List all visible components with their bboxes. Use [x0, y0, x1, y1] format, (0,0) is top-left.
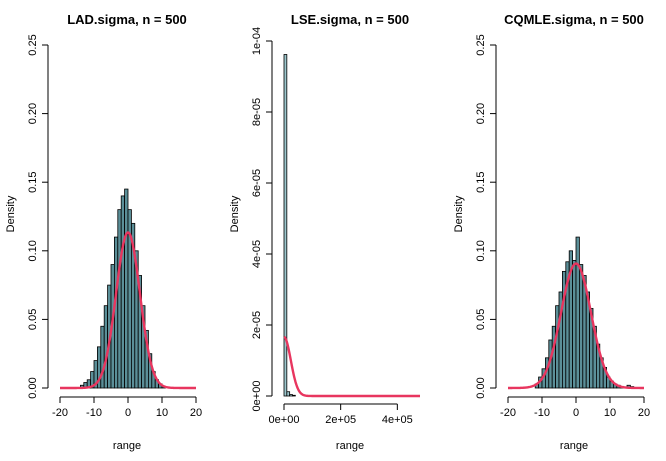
x-tick-label: -10 [534, 407, 550, 419]
x-tick-label: 10 [604, 407, 616, 419]
y-tick-label: 2e-05 [251, 311, 263, 339]
histogram-bar [555, 305, 560, 389]
x-tick-label: 4e+05 [382, 414, 413, 426]
histogram-bar [124, 188, 129, 389]
histogram-bar [292, 394, 296, 397]
panel-cqmle: CQMLE.sigma, n = 500 -20 -10 0 10 20 0.00 0.05… [453, 12, 650, 452]
title-lse: LSE.sigma, n = 500 [291, 12, 409, 27]
panel-lad: LAD.sigma, n = 500 -20 -10 0 10 20 0.00 0.05 0.… [5, 12, 202, 452]
y-tick-label: 0.20 [27, 103, 39, 124]
x-tick-label: -20 [500, 407, 516, 419]
y-tick-label: 8e-05 [251, 98, 263, 126]
histogram-bar [100, 325, 105, 389]
density-curve [508, 262, 644, 390]
y-tick-label: 0.15 [27, 171, 39, 192]
ylabel-lse: Density [229, 195, 241, 232]
x-tick-label: 10 [156, 407, 168, 419]
panel-lse: LSE.sigma, n = 500 0e+00 2e+05 4e+05 0e+00 2… [229, 12, 420, 452]
histogram-bar [551, 325, 557, 389]
histogram-bar [575, 236, 580, 389]
xlabel-cqmle: range [560, 440, 588, 452]
histogram-bar [283, 54, 288, 397]
x-tick-label: 0 [573, 407, 579, 419]
plot-area-lse: 0e+00 2e+05 4e+05 0e+00 2e-05 4e-05 6e-05 8e-05… [251, 27, 420, 426]
x-tick-label: 0 [125, 407, 131, 419]
title-cqmle: CQMLE.sigma, n = 500 [504, 12, 644, 27]
x-tick-label: 20 [638, 407, 650, 419]
density-curve [60, 231, 196, 390]
histogram-bar [289, 394, 293, 397]
plot-area-lad: -20 -10 0 10 20 0.00 0.05 0.10 0.15 0.20 0.25 [27, 34, 202, 419]
y-tick-label: 0.10 [27, 240, 39, 261]
y-tick-label: 0.10 [475, 240, 487, 261]
ylabel-cqmle: Density [453, 195, 465, 232]
y-tick-label: 6e-05 [251, 169, 263, 197]
x-tick-label: 2e+05 [325, 414, 356, 426]
xlabel-lse: range [336, 440, 364, 452]
y-tick-label: 1e-04 [251, 27, 263, 55]
x-tick-label: 0e+00 [269, 414, 300, 426]
histogram-bar [286, 391, 291, 397]
x-tick-label: -20 [52, 407, 68, 419]
xlabel-lad: range [113, 440, 141, 452]
y-tick-label: 0.20 [475, 103, 487, 124]
y-tick-label: 4e-05 [251, 240, 263, 268]
x-tick-label: -10 [86, 407, 102, 419]
histogram-bar [117, 209, 122, 389]
y-tick-label: 0.25 [475, 34, 487, 55]
histogram-bar [114, 236, 119, 389]
title-lad: LAD.sigma, n = 500 [67, 12, 187, 27]
x-tick-label: 20 [190, 407, 202, 419]
y-tick-label: 0.15 [475, 171, 487, 192]
y-tick-label: 0.00 [475, 377, 487, 398]
y-tick-label: 0e+00 [251, 381, 263, 412]
y-tick-label: 0.05 [27, 309, 39, 330]
plot-area-cqmle: -20 -10 0 10 20 0.00 0.05 0.10 0.15 0.20 0.25 [475, 34, 650, 419]
y-tick-label: 0.00 [27, 377, 39, 398]
histogram-bar [120, 195, 125, 389]
ylabel-lad: Density [5, 195, 17, 232]
histogram-bar [579, 264, 584, 389]
histogram-bar [147, 353, 153, 389]
y-tick-label: 0.05 [475, 309, 487, 330]
histogram-bar [103, 305, 108, 389]
histogram-bar [572, 259, 577, 389]
y-tick-label: 0.25 [27, 34, 39, 55]
density-curve [283, 335, 420, 398]
